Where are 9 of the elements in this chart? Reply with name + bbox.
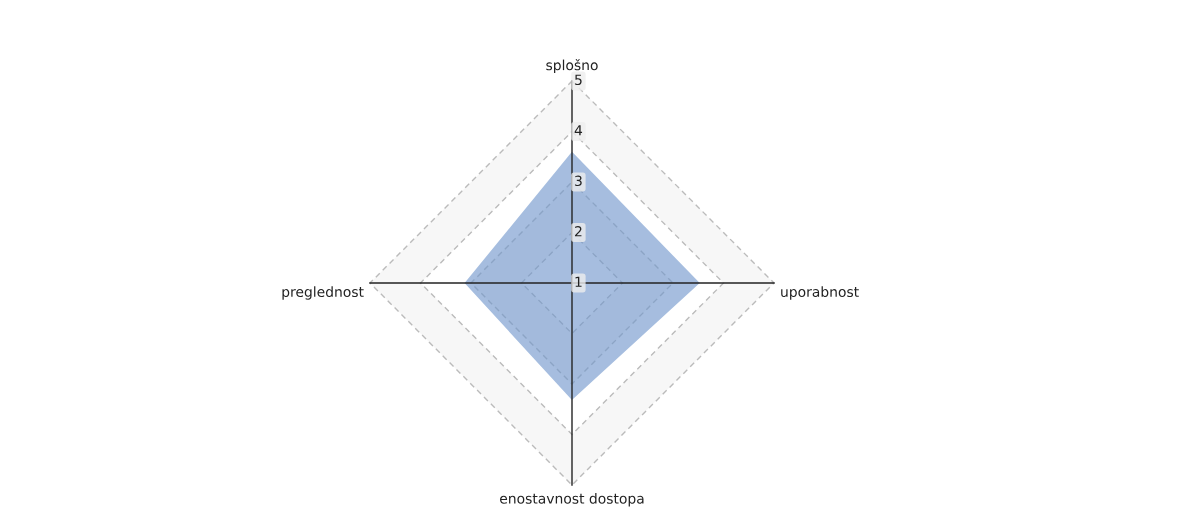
y-tick-label: 3 bbox=[575, 175, 582, 187]
spoke-label: splošno bbox=[546, 59, 598, 73]
y-tick-label: 2 bbox=[575, 226, 582, 237]
spoke-label: uporabnost bbox=[781, 286, 859, 300]
spoke-label: enostavnost dostopa bbox=[500, 493, 644, 507]
y-tick-label: 1 bbox=[575, 276, 582, 287]
y-tick-label: 4 bbox=[574, 125, 583, 136]
y-tick-label: 5 bbox=[575, 74, 582, 86]
spoke-label: preglednost bbox=[282, 286, 364, 300]
